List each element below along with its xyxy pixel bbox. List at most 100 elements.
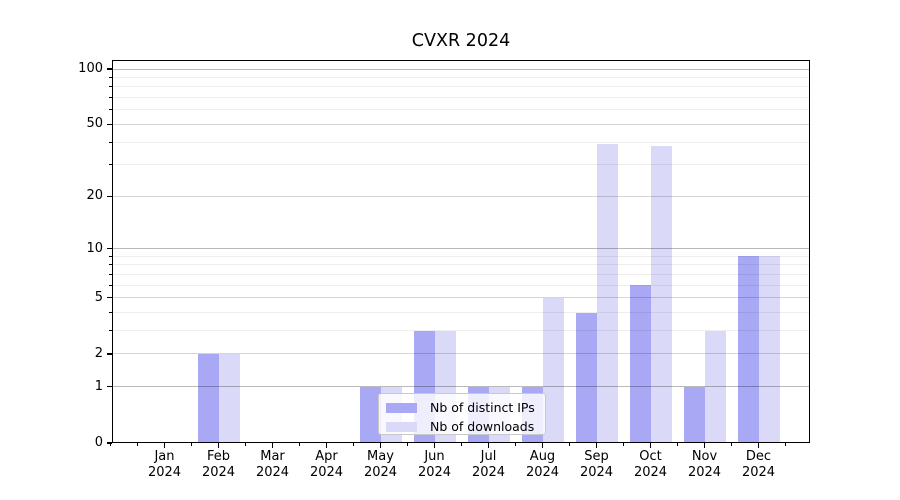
y-tick-minor — [109, 312, 112, 314]
legend: Nb of distinct IPs Nb of downloads — [378, 393, 546, 435]
x-tick-label: Sep 2024 — [565, 449, 629, 480]
x-tick-major — [487, 443, 490, 448]
gridline-y-minor-40 — [112, 141, 810, 143]
legend-item-downloads: Nb of downloads — [386, 419, 545, 434]
x-tick-label-line: 2024 — [579, 464, 614, 480]
x-tick-label: Oct 2024 — [619, 449, 683, 480]
x-tick-minor — [730, 443, 733, 446]
x-tick-label: Aug 2024 — [511, 449, 575, 480]
y-tick-minor — [109, 77, 112, 79]
x-tick-major — [703, 443, 706, 448]
x-tick-major — [163, 443, 166, 448]
x-tick-minor — [676, 443, 679, 446]
x-tick-label-line: 2024 — [741, 464, 776, 480]
x-tick-minor — [298, 443, 301, 446]
x-tick-label: Feb 2024 — [187, 449, 251, 480]
bar-downloads — [758, 256, 780, 443]
x-tick-minor — [244, 443, 247, 446]
y-tick-label: 50 — [86, 116, 103, 132]
x-tick-label-line: Oct — [639, 449, 662, 464]
x-tick-label-line: Mar — [260, 449, 285, 464]
x-tick-major — [217, 443, 220, 448]
gridline-y-minor-8 — [112, 264, 810, 266]
y-tick-label: 20 — [86, 188, 103, 204]
gridline-y-minor-9 — [112, 255, 810, 257]
x-tick-minor — [352, 443, 355, 446]
legend-label-distinct-ips: Nb of distinct IPs — [430, 400, 535, 415]
y-tick-minor — [109, 274, 112, 276]
x-tick-label: Apr 2024 — [295, 449, 359, 480]
x-tick-major — [325, 443, 328, 448]
x-tick-major — [649, 443, 652, 448]
bar-downloads — [704, 330, 726, 443]
gridline-y-minor-6 — [112, 284, 810, 286]
x-tick-major — [271, 443, 274, 448]
bar-downloads — [542, 297, 564, 443]
x-tick-label: Dec 2024 — [727, 449, 791, 480]
y-tick-1 — [107, 386, 112, 388]
gridline-y-minor-30 — [112, 164, 810, 166]
x-tick-label-line: 2024 — [201, 464, 236, 480]
gridline-y-20 — [112, 195, 810, 197]
y-tick-label: 5 — [94, 289, 103, 305]
x-tick-minor — [136, 443, 139, 446]
x-tick-label-line: Jul — [480, 449, 497, 464]
y-tick-minor — [109, 141, 112, 143]
x-tick-minor — [460, 443, 463, 446]
x-tick-major — [595, 443, 598, 448]
x-tick-label: May 2024 — [349, 449, 413, 480]
x-tick-label: Jan 2024 — [133, 449, 197, 480]
x-tick-major — [433, 443, 436, 448]
bar-distinct-ips — [575, 312, 597, 443]
bar-downloads — [596, 144, 618, 443]
y-tick-minor — [109, 86, 112, 88]
x-tick-label-line: May — [367, 449, 394, 464]
x-tick-label-line: 2024 — [309, 464, 344, 480]
y-tick-label: 100 — [78, 61, 103, 77]
gridline-y-minor-3 — [112, 330, 810, 332]
gridline-y-minor-80 — [112, 86, 810, 88]
x-tick-label-line: 2024 — [525, 464, 560, 480]
x-tick-label-line: Dec — [745, 449, 772, 464]
gridline-y-5 — [112, 297, 810, 299]
x-tick-label-line: Jun — [424, 449, 445, 464]
y-tick-minor — [109, 109, 112, 111]
legend-item-distinct-ips: Nb of distinct IPs — [386, 400, 545, 415]
chart-title: CVXR 2024 — [411, 31, 511, 51]
y-tick-minor — [109, 164, 112, 166]
y-tick-minor — [109, 264, 112, 266]
y-tick-label: 2 — [94, 345, 103, 361]
x-tick-label-line: Apr — [315, 449, 338, 464]
legend-label-downloads: Nb of downloads — [430, 419, 535, 434]
x-tick-label-line: Feb — [206, 449, 231, 464]
y-tick-10 — [107, 248, 112, 250]
x-tick-label-line: 2024 — [471, 464, 506, 480]
y-tick-20 — [107, 195, 112, 197]
x-tick-label: Jun 2024 — [403, 449, 467, 480]
gridline-y-100 — [112, 68, 810, 70]
y-tick-minor — [109, 330, 112, 332]
y-tick-100 — [107, 68, 112, 70]
plot-frame — [112, 60, 810, 443]
x-tick-minor — [622, 443, 625, 446]
x-tick-label-line: Aug — [529, 449, 556, 464]
gridline-y-10 — [112, 248, 810, 250]
x-tick-label-line: 2024 — [147, 464, 182, 480]
y-tick-minor — [109, 255, 112, 257]
x-tick-label-line: 2024 — [687, 464, 722, 480]
x-tick-minor — [406, 443, 409, 446]
y-tick-0 — [107, 442, 112, 444]
bar-distinct-ips — [737, 256, 759, 443]
gridline-y-minor-60 — [112, 109, 810, 111]
x-tick-label: Mar 2024 — [241, 449, 305, 480]
x-tick-label-line: Sep — [584, 449, 609, 464]
x-tick-label-line: 2024 — [417, 464, 452, 480]
x-tick-minor — [514, 443, 517, 446]
gridline-y-1 — [112, 386, 810, 388]
y-tick-minor — [109, 97, 112, 99]
gridline-y-minor-70 — [112, 97, 810, 99]
bar-downloads — [650, 146, 672, 443]
y-tick-minor — [109, 284, 112, 286]
x-tick-major — [541, 443, 544, 448]
y-tick-2 — [107, 353, 112, 355]
